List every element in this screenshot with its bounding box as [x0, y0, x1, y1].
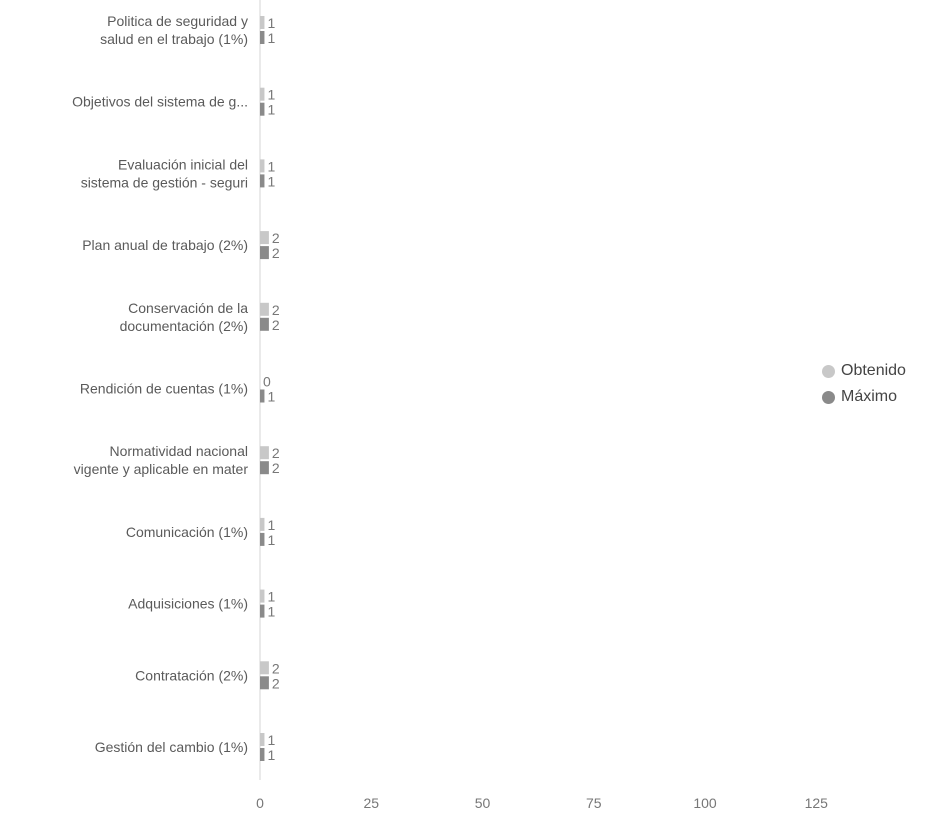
category-label-line: Contratación (2%) — [135, 667, 248, 683]
category-label: Normatividad nacional vigente y aplicable… — [74, 443, 249, 477]
bar-maximo[interactable] — [260, 676, 269, 690]
legend-label-obtenido: Obtenido — [841, 362, 906, 379]
x-axis-ticks: 0 25 50 75 100 125 — [256, 795, 828, 811]
value-label: 2 — [272, 660, 280, 676]
value-label: 1 — [267, 158, 275, 174]
category-label-line: Comunicación (1%) — [126, 524, 248, 540]
x-tick-label: 75 — [586, 795, 602, 811]
value-label: 1 — [267, 389, 275, 405]
bar-obtenido[interactable] — [260, 87, 265, 101]
category-label-line: Rendición de cuentas (1%) — [80, 381, 248, 397]
legend-item-obtenido[interactable]: Obtenido — [822, 358, 906, 384]
bar-obtenido[interactable] — [260, 159, 265, 173]
bar-obtenido[interactable] — [260, 446, 269, 460]
category-label-line: Objetivos del sistema de g... — [72, 94, 248, 110]
legend-item-maximo[interactable]: Máximo — [822, 384, 906, 410]
bar-maximo[interactable] — [260, 246, 269, 260]
value-label: 1 — [267, 87, 275, 103]
value-label: 2 — [272, 317, 280, 333]
value-label: 1 — [267, 732, 275, 748]
x-tick-label: 125 — [805, 795, 829, 811]
bar-maximo[interactable] — [260, 31, 265, 44]
bar-maximo[interactable] — [260, 389, 265, 403]
category-label: Evaluación inicial del sistema de gestión… — [81, 156, 248, 190]
value-label: 1 — [267, 532, 275, 548]
category-label: Gestión del cambio (1%) — [95, 739, 248, 755]
bar-maximo[interactable] — [260, 604, 265, 618]
category-label-line: documentación (2%) — [120, 318, 248, 334]
value-label: 2 — [272, 675, 280, 691]
bar-maximo[interactable] — [260, 532, 265, 546]
value-label: 1 — [267, 15, 275, 31]
value-label: 1 — [267, 173, 275, 189]
category-label: Adquisiciones (1%) — [128, 596, 248, 612]
category-label-line: Plan anual de trabajo (2%) — [82, 237, 248, 253]
x-tick-label: 25 — [363, 795, 379, 811]
category-label-line: Adquisiciones (1%) — [128, 596, 248, 612]
category-label: Rendición de cuentas (1%) — [80, 381, 248, 397]
value-label: 1 — [267, 517, 275, 533]
value-label: 2 — [272, 245, 280, 261]
category-label-line: sistema de gestión - seguri — [81, 174, 248, 190]
bar-obtenido[interactable] — [260, 517, 265, 531]
value-label: 2 — [272, 230, 280, 246]
category-label: Politica de seguridad y salud en el traba… — [100, 13, 248, 47]
value-label: 2 — [272, 302, 280, 318]
legend-label-maximo: Máximo — [841, 388, 898, 405]
category-label-line: Evaluación inicial del — [118, 156, 248, 172]
value-label: 1 — [267, 604, 275, 620]
category-label-line: vigente y aplicable en mater — [74, 461, 249, 477]
category-label: Contratación (2%) — [135, 667, 248, 683]
bar-obtenido[interactable] — [260, 231, 269, 245]
x-tick-label: 100 — [693, 795, 717, 811]
category-labels: Politica de seguridad y salud en el traba… — [72, 13, 248, 755]
bar-maximo[interactable] — [260, 461, 269, 475]
bars — [260, 16, 269, 761]
category-label-line: Politica de seguridad y — [107, 13, 248, 29]
category-label-line: Conservación de la — [128, 300, 248, 316]
value-label: 2 — [272, 445, 280, 461]
value-label: 1 — [267, 589, 275, 605]
value-label: 1 — [267, 102, 275, 118]
category-label: Comunicación (1%) — [126, 524, 248, 540]
bar-obtenido[interactable] — [260, 302, 269, 316]
category-label-line: salud en el trabajo (1%) — [100, 31, 248, 47]
x-tick-label: 0 — [256, 795, 264, 811]
bar-obtenido[interactable] — [260, 16, 265, 29]
bar-obtenido[interactable] — [260, 733, 265, 746]
category-label: Plan anual de trabajo (2%) — [82, 237, 248, 253]
category-label-line: Gestión del cambio (1%) — [95, 739, 248, 755]
category-label: Conservación de la documentación (2%) — [120, 300, 249, 334]
bar-maximo[interactable] — [260, 317, 269, 331]
bar-obtenido[interactable] — [260, 661, 269, 675]
value-label: 2 — [272, 460, 280, 476]
x-tick-label: 50 — [475, 795, 491, 811]
legend: Obtenido Máximo — [822, 358, 906, 410]
category-label-line: Normatividad nacional — [109, 443, 248, 459]
legend-swatch-obtenido — [822, 364, 835, 378]
value-label: 0 — [263, 374, 271, 390]
bar-maximo[interactable] — [260, 102, 265, 116]
bar-obtenido[interactable] — [260, 589, 265, 603]
category-label: Objetivos del sistema de g... — [72, 94, 248, 110]
legend-swatch-maximo — [822, 390, 835, 404]
bar-maximo[interactable] — [260, 748, 265, 761]
value-label: 1 — [267, 30, 275, 46]
value-label: 1 — [267, 747, 275, 763]
bar-maximo[interactable] — [260, 174, 265, 188]
